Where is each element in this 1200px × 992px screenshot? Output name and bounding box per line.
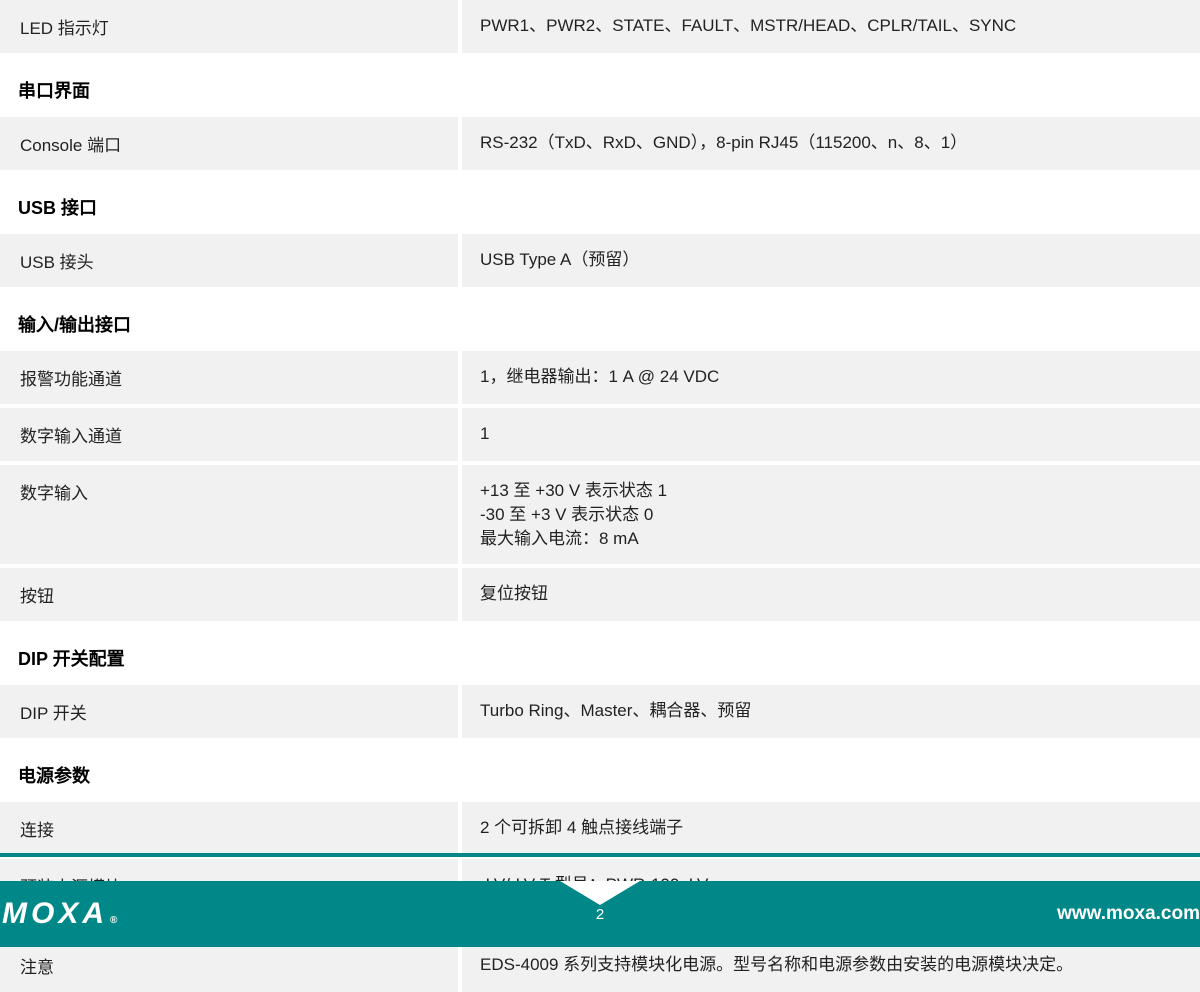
spec-value: PWR1、PWR2、STATE、FAULT、MSTR/HEAD、CPLR/TAI… <box>462 0 1200 53</box>
spec-section: 输入/输出接口报警功能通道1，继电器输出：1 A @ 24 VDC数字输入通道1… <box>0 291 1200 621</box>
spec-row: DIP 开关Turbo Ring、Master、耦合器、预留 <box>0 685 1200 738</box>
section-header: 串口界面 <box>0 57 1200 117</box>
spec-value: Turbo Ring、Master、耦合器、预留 <box>462 685 1200 738</box>
section-header: USB 接口 <box>0 174 1200 234</box>
page-number: 2 <box>596 906 604 923</box>
section-header: DIP 开关配置 <box>0 625 1200 685</box>
spec-label: USB 接头 <box>0 234 458 287</box>
spec-row: 按钮复位按钮 <box>0 568 1200 621</box>
spec-label: 数字输入 <box>0 465 458 564</box>
spec-label: 数字输入通道 <box>0 408 458 461</box>
footer-divider <box>0 853 1200 857</box>
footer-notch <box>560 881 640 905</box>
spec-label: 报警功能通道 <box>0 351 458 404</box>
spec-section: LED 指示灯PWR1、PWR2、STATE、FAULT、MSTR/HEAD、C… <box>0 0 1200 53</box>
spec-row: 报警功能通道1，继电器输出：1 A @ 24 VDC <box>0 351 1200 404</box>
spec-row: 连接2 个可拆卸 4 触点接线端子 <box>0 802 1200 855</box>
spec-label: DIP 开关 <box>0 685 458 738</box>
spec-row: 数字输入+13 至 +30 V 表示状态 1 -30 至 +3 V 表示状态 0… <box>0 465 1200 564</box>
spec-value: +13 至 +30 V 表示状态 1 -30 至 +3 V 表示状态 0 最大输… <box>462 465 1200 564</box>
spec-value: 1 <box>462 408 1200 461</box>
moxa-logo: MOXA® <box>0 897 117 931</box>
spec-row: USB 接头USB Type A（预留） <box>0 234 1200 287</box>
spec-section: DIP 开关配置DIP 开关Turbo Ring、Master、耦合器、预留 <box>0 625 1200 738</box>
website-url: www.moxa.com <box>1057 903 1200 925</box>
page-footer: MOXA® 2 www.moxa.com <box>0 853 1200 947</box>
spec-value: 复位按钮 <box>462 568 1200 621</box>
spec-label: 连接 <box>0 802 458 855</box>
spec-label: Console 端口 <box>0 117 458 170</box>
spec-label: LED 指示灯 <box>0 0 458 53</box>
spec-label: 按钮 <box>0 568 458 621</box>
spec-row: 数字输入通道1 <box>0 408 1200 461</box>
spec-section: 串口界面Console 端口RS-232（TxD、RxD、GND），8-pin … <box>0 57 1200 170</box>
spec-value: USB Type A（预留） <box>462 234 1200 287</box>
spec-value: RS-232（TxD、RxD、GND），8-pin RJ45（115200、n、… <box>462 117 1200 170</box>
logo-registered: ® <box>110 915 117 926</box>
logo-text: MOXA <box>2 897 108 931</box>
spec-row: LED 指示灯PWR1、PWR2、STATE、FAULT、MSTR/HEAD、C… <box>0 0 1200 53</box>
section-header: 输入/输出接口 <box>0 291 1200 351</box>
spec-value: 1，继电器输出：1 A @ 24 VDC <box>462 351 1200 404</box>
spec-row: Console 端口RS-232（TxD、RxD、GND），8-pin RJ45… <box>0 117 1200 170</box>
spec-content: LED 指示灯PWR1、PWR2、STATE、FAULT、MSTR/HEAD、C… <box>0 0 1200 992</box>
spec-section: USB 接口USB 接头USB Type A（预留） <box>0 174 1200 287</box>
section-header: 电源参数 <box>0 742 1200 802</box>
spec-value: 2 个可拆卸 4 触点接线端子 <box>462 802 1200 855</box>
